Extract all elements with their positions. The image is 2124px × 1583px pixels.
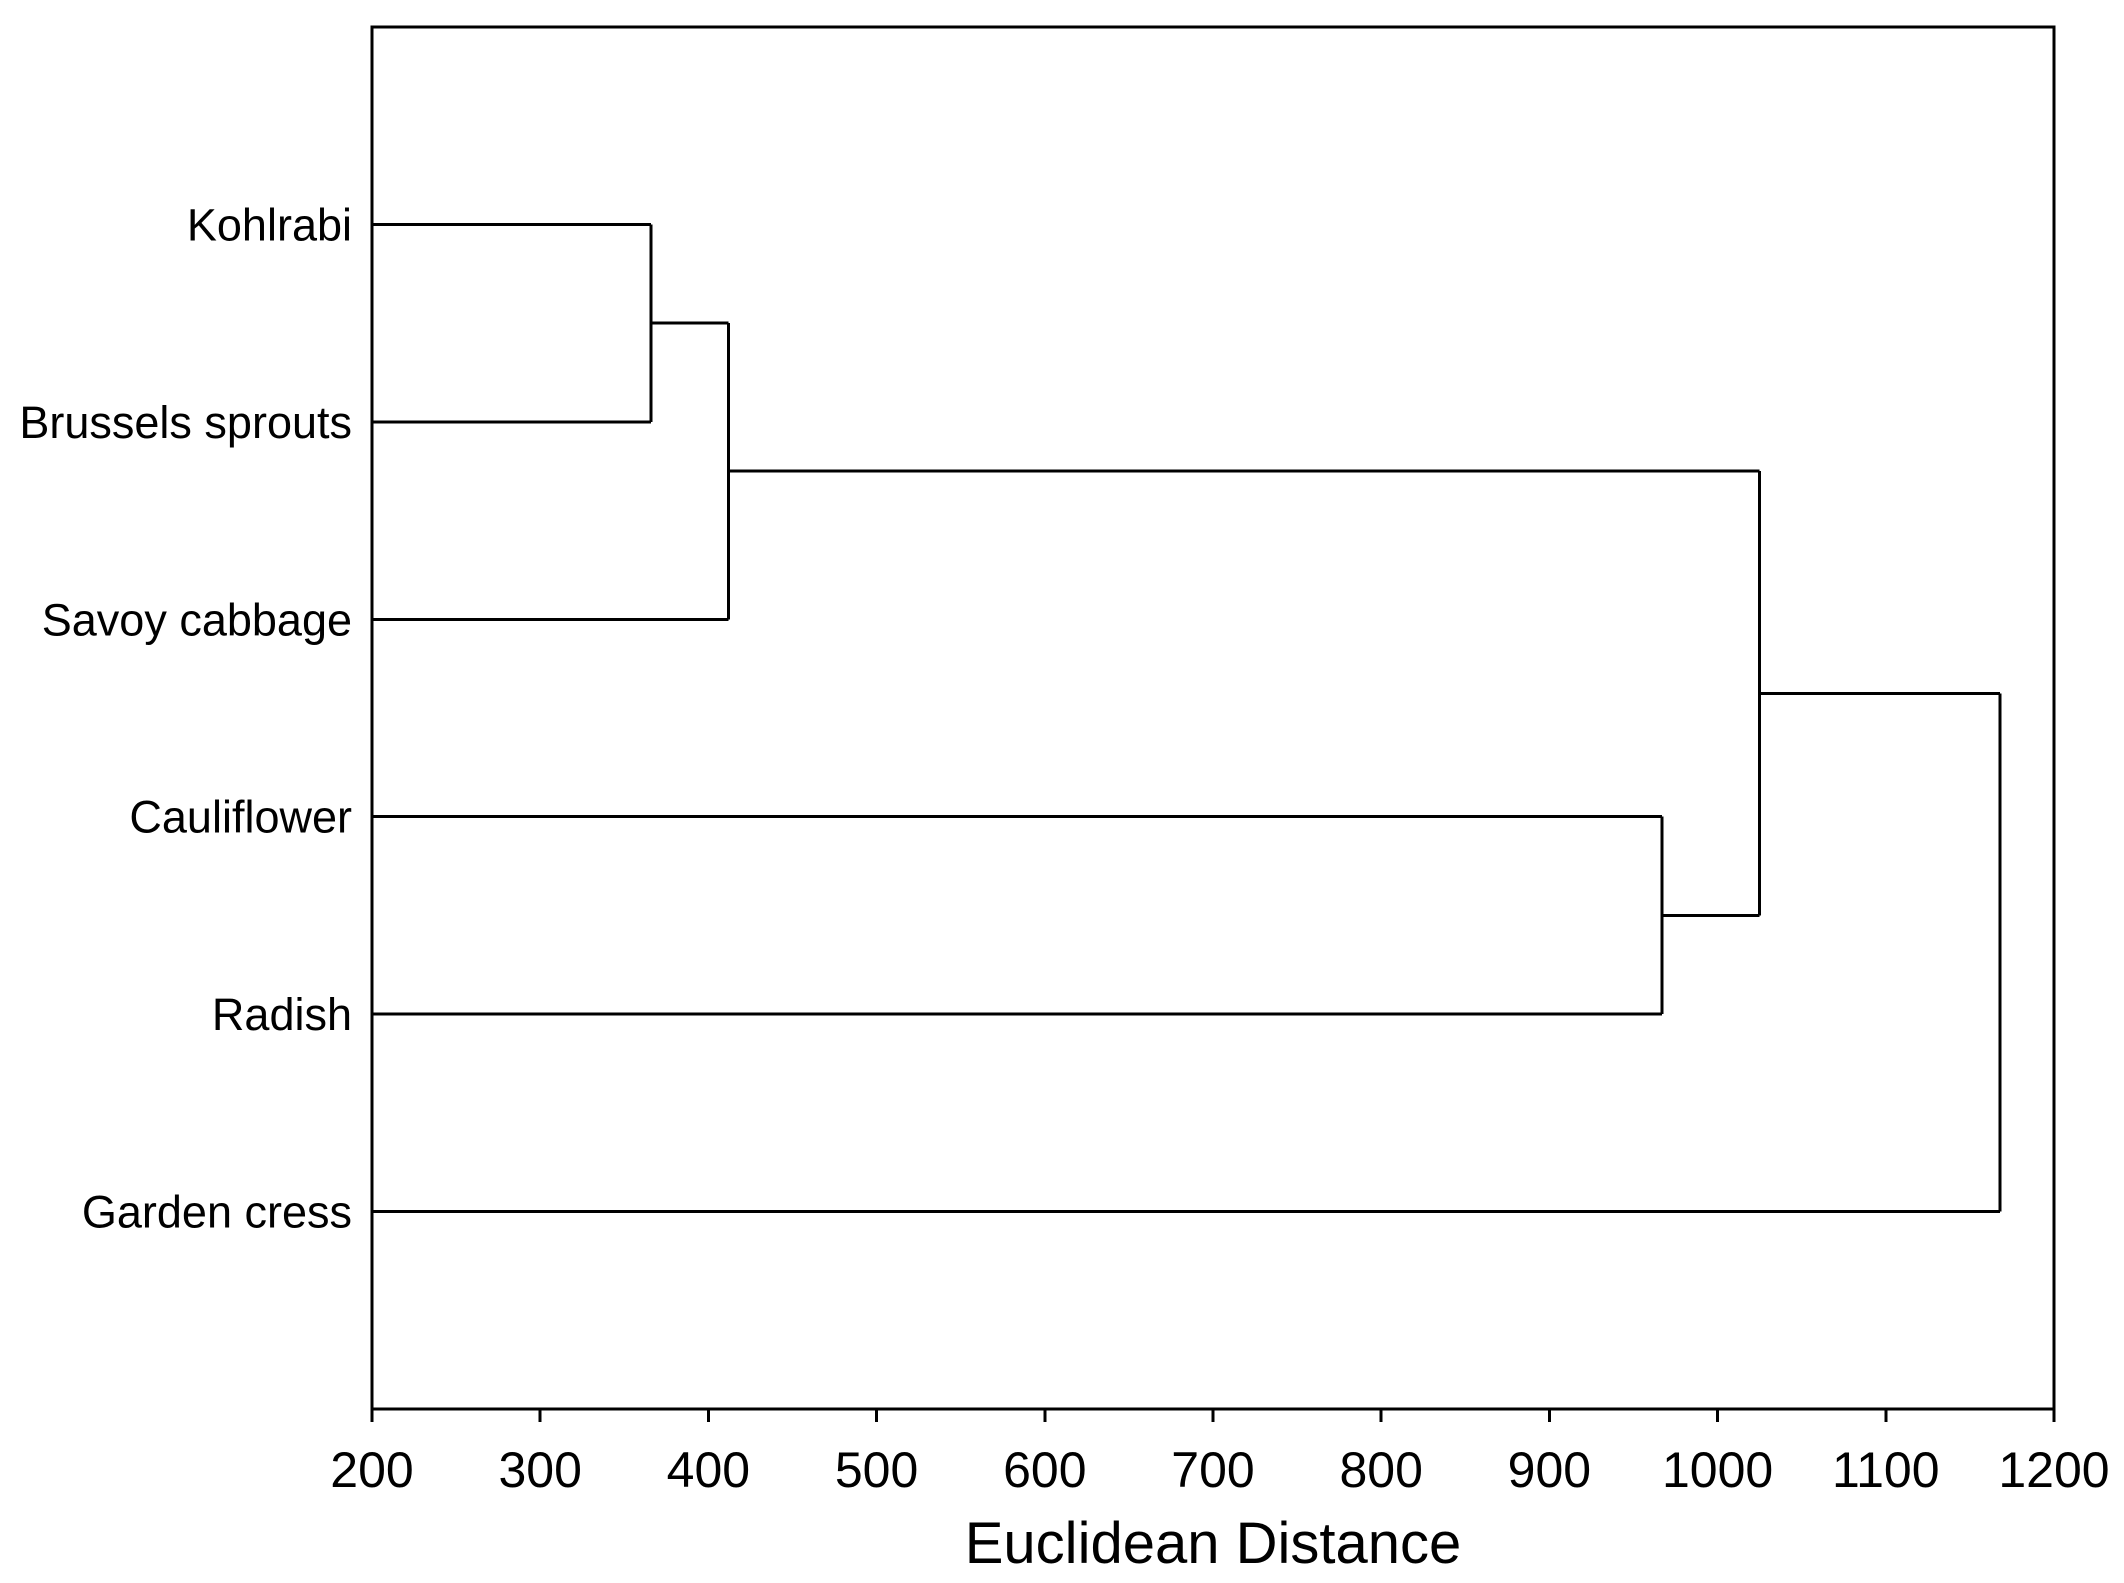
x-tick-label-1100: 1100 <box>1832 1442 1940 1498</box>
leaf-labels: Kohlrabi Brussels sprouts Savoy cabbage Cau… <box>19 199 352 1237</box>
x-tick-label-700: 700 <box>1171 1442 1254 1498</box>
x-axis-title: Euclidean Distance <box>965 1511 1462 1576</box>
dendrogram-links <box>372 222 2002 1214</box>
x-axis-ticks <box>370 1409 2056 1422</box>
leaf-label-radish: Radish <box>212 989 352 1040</box>
x-tick-label-200: 200 <box>330 1442 413 1498</box>
leaf-label-cauliflower: Cauliflower <box>129 792 352 843</box>
x-tick-label-600: 600 <box>1003 1442 1086 1498</box>
leaf-label-brussels-sprouts: Brussels sprouts <box>19 397 352 448</box>
leaf-label-kohlrabi: Kohlrabi <box>187 199 352 250</box>
x-tick-label-500: 500 <box>835 1442 918 1498</box>
leaf-label-savoy-cabbage: Savoy cabbage <box>42 594 352 645</box>
x-tick-label-1000: 1000 <box>1662 1442 1773 1498</box>
x-tick-label-400: 400 <box>667 1442 750 1498</box>
x-tick-label-1200: 1200 <box>1998 1442 2109 1498</box>
x-tick-label-300: 300 <box>498 1442 581 1498</box>
x-axis-tick-labels: 200 300 400 500 600 700 800 900 1000 1100 1200 <box>330 1442 2109 1498</box>
x-tick-label-900: 900 <box>1508 1442 1591 1498</box>
x-tick-label-800: 800 <box>1339 1442 1422 1498</box>
leaf-label-garden-cress: Garden cress <box>82 1187 352 1238</box>
